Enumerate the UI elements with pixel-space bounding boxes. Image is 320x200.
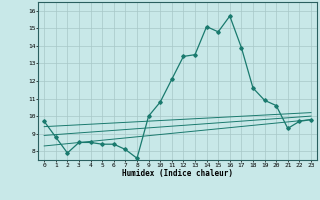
X-axis label: Humidex (Indice chaleur): Humidex (Indice chaleur)	[122, 169, 233, 178]
